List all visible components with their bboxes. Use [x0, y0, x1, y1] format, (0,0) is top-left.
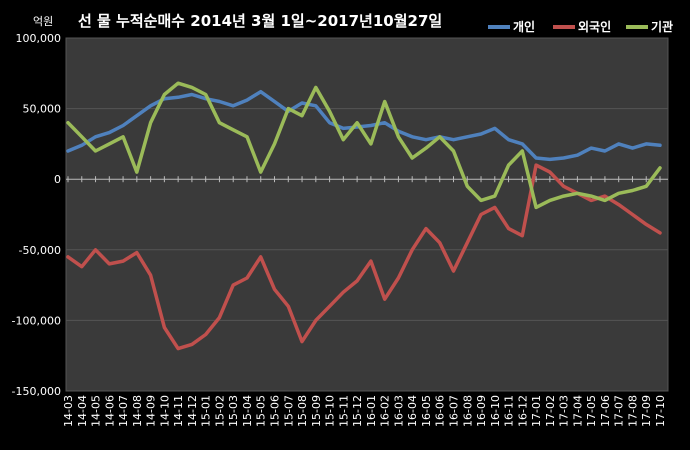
- x-tick-label: 14-11: [172, 395, 185, 427]
- individual-series-line: [66, 89, 662, 162]
- y-tick-label: 100,000: [16, 32, 62, 45]
- x-tick-label: 15-09: [310, 395, 323, 427]
- x-tick-label: 14-06: [103, 395, 116, 427]
- x-tick-label: 17-10: [654, 395, 667, 427]
- x-tick-label: 15-01: [200, 395, 213, 427]
- series-lines: [66, 81, 662, 351]
- x-tick-label: 14-03: [62, 395, 75, 427]
- x-tick-label: 16-09: [475, 395, 488, 427]
- x-tick-label: 15-10: [324, 395, 337, 427]
- x-tick-label: 15-04: [241, 395, 254, 427]
- x-tick-label: 14-10: [158, 395, 171, 427]
- legend-item-individual: 개인: [488, 19, 535, 34]
- x-tick-label: 16-05: [420, 395, 433, 427]
- x-tick-label: 15-06: [269, 395, 282, 427]
- legend-item-foreign: 외국인: [553, 19, 611, 34]
- y-tick-label: -100,000: [12, 314, 61, 327]
- x-tick-label: 15-03: [227, 395, 240, 427]
- x-tick-label: 16-11: [503, 395, 516, 427]
- y-tick-label: -50,000: [19, 244, 61, 257]
- x-tick-label: 14-12: [186, 395, 199, 427]
- foreign-series-line: [66, 163, 662, 351]
- legend-label-institution: 기관: [651, 19, 673, 34]
- legend-label-individual: 개인: [513, 19, 535, 34]
- x-tick-label: 17-09: [640, 395, 653, 427]
- chart-title: 선 물 누적순매수 2014년 3월 1일~2017년10월27일: [78, 12, 442, 30]
- x-tick-label: 16-02: [379, 395, 392, 427]
- x-tick-label: 17-08: [626, 395, 639, 427]
- x-tick-label: 17-03: [558, 395, 571, 427]
- x-tick-label: 17-04: [571, 395, 584, 427]
- y-tick-label: 0: [54, 173, 61, 186]
- x-tick-label: 16-10: [489, 395, 502, 427]
- x-tick-label: 15-07: [282, 395, 295, 427]
- legend-label-foreign: 외국인: [578, 19, 611, 34]
- x-tick-label: 16-01: [365, 395, 378, 427]
- x-tick-label: 14-04: [76, 395, 89, 427]
- institution-series-line: [66, 81, 662, 210]
- x-tick-label: 16-04: [406, 395, 419, 427]
- x-tick-label: 15-12: [351, 395, 364, 427]
- x-tick-label: 15-02: [213, 395, 226, 427]
- legend-item-institution: 기관: [626, 19, 673, 34]
- plot-area: [65, 37, 669, 392]
- x-tick-label: 16-07: [447, 395, 460, 427]
- x-tick-label: 14-07: [117, 395, 130, 427]
- x-tick-label: 16-06: [434, 395, 447, 427]
- x-tick-label: 17-06: [599, 395, 612, 427]
- legend: 개인 외국인 기관: [488, 19, 673, 34]
- x-tick-label: 14-05: [90, 395, 103, 427]
- x-tick-label: 17-07: [613, 395, 626, 427]
- x-tick-label: 14-09: [145, 395, 158, 427]
- x-tick-label: 17-01: [530, 395, 543, 427]
- x-tick-label: 16-08: [461, 395, 474, 427]
- x-tick-label: 14-08: [131, 395, 144, 427]
- grid-lines: [66, 37, 668, 392]
- y-tick-label: 50,000: [23, 103, 62, 116]
- y-axis-unit-label: 억원: [33, 15, 53, 28]
- x-axis-tick-labels: 14-03 14-04 14-05 14-06 14-07 14-08 14-09 14-10…: [62, 395, 667, 427]
- y-axis-tick-labels: 100,000 50,000 0 -50,000 -100,000 -150,000: [12, 32, 61, 398]
- x-tick-label: 15-08: [296, 395, 309, 427]
- x-tick-label: 16-12: [516, 395, 529, 427]
- y-tick-label: -150,000: [12, 385, 61, 398]
- x-tick-label: 17-05: [585, 395, 598, 427]
- x-tick-label: 16-03: [392, 395, 405, 427]
- x-tick-label: 15-11: [337, 395, 350, 427]
- x-tick-label: 17-02: [544, 395, 557, 427]
- x-tick-label: 15-05: [255, 395, 268, 427]
